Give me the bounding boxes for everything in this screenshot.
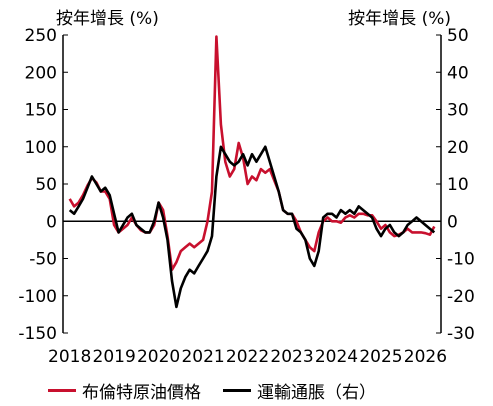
legend-swatch-transport xyxy=(223,389,251,392)
left-tick-label: -100 xyxy=(18,287,57,307)
right-tick-label: 50 xyxy=(447,26,469,46)
right-tick-label: 40 xyxy=(447,63,469,83)
x-tick-label: 2020 xyxy=(137,347,180,367)
left-tick-label: 100 xyxy=(25,138,57,158)
legend-label-transport: 運輸通脹（右） xyxy=(257,383,376,403)
right-tick-label: 20 xyxy=(447,138,469,158)
left-tick-label: 250 xyxy=(25,26,57,46)
legend-label-brent: 布倫特原油價格 xyxy=(82,383,201,403)
left-tick-label: 0 xyxy=(46,212,57,232)
series-line-brent xyxy=(68,35,436,271)
x-tick-label: 2024 xyxy=(315,347,358,367)
series-lines xyxy=(68,35,436,309)
legend-item-transport: 運輸通脹（右） xyxy=(223,378,376,403)
x-tick-label: 2023 xyxy=(270,347,313,367)
x-tick-label: 2019 xyxy=(93,347,136,367)
right-tick-label: 0 xyxy=(447,212,458,232)
x-tick-label: 2026 xyxy=(404,347,447,367)
left-tick-label: -150 xyxy=(18,324,57,344)
x-tick-label: 2025 xyxy=(359,347,402,367)
left-tick-label: -50 xyxy=(29,250,57,270)
x-tick-label: 2021 xyxy=(181,347,224,367)
right-tick-label: -10 xyxy=(447,250,475,270)
right-tick-label: 10 xyxy=(447,175,469,195)
legend: 布倫特原油價格 運輸通脹（右） xyxy=(48,378,398,403)
legend-item-brent: 布倫特原油價格 xyxy=(48,378,201,403)
right-axis-unit: 按年增長 (%) xyxy=(348,9,451,29)
x-tick-label: 2022 xyxy=(226,347,269,367)
left-axis-unit: 按年增長 (%) xyxy=(56,9,159,29)
right-tick-label: 30 xyxy=(447,101,469,121)
left-tick-label: 50 xyxy=(35,175,57,195)
legend-swatch-brent xyxy=(48,389,76,392)
series-line-transport xyxy=(68,145,436,309)
x-tick-label: 2018 xyxy=(48,347,91,367)
right-tick-label: -30 xyxy=(447,324,475,344)
left-tick-label: 150 xyxy=(25,101,57,121)
left-tick-label: 200 xyxy=(25,63,57,83)
right-tick-label: -20 xyxy=(447,287,475,307)
axes: 250200150100500-50-100-15050403020100-10… xyxy=(18,26,474,367)
